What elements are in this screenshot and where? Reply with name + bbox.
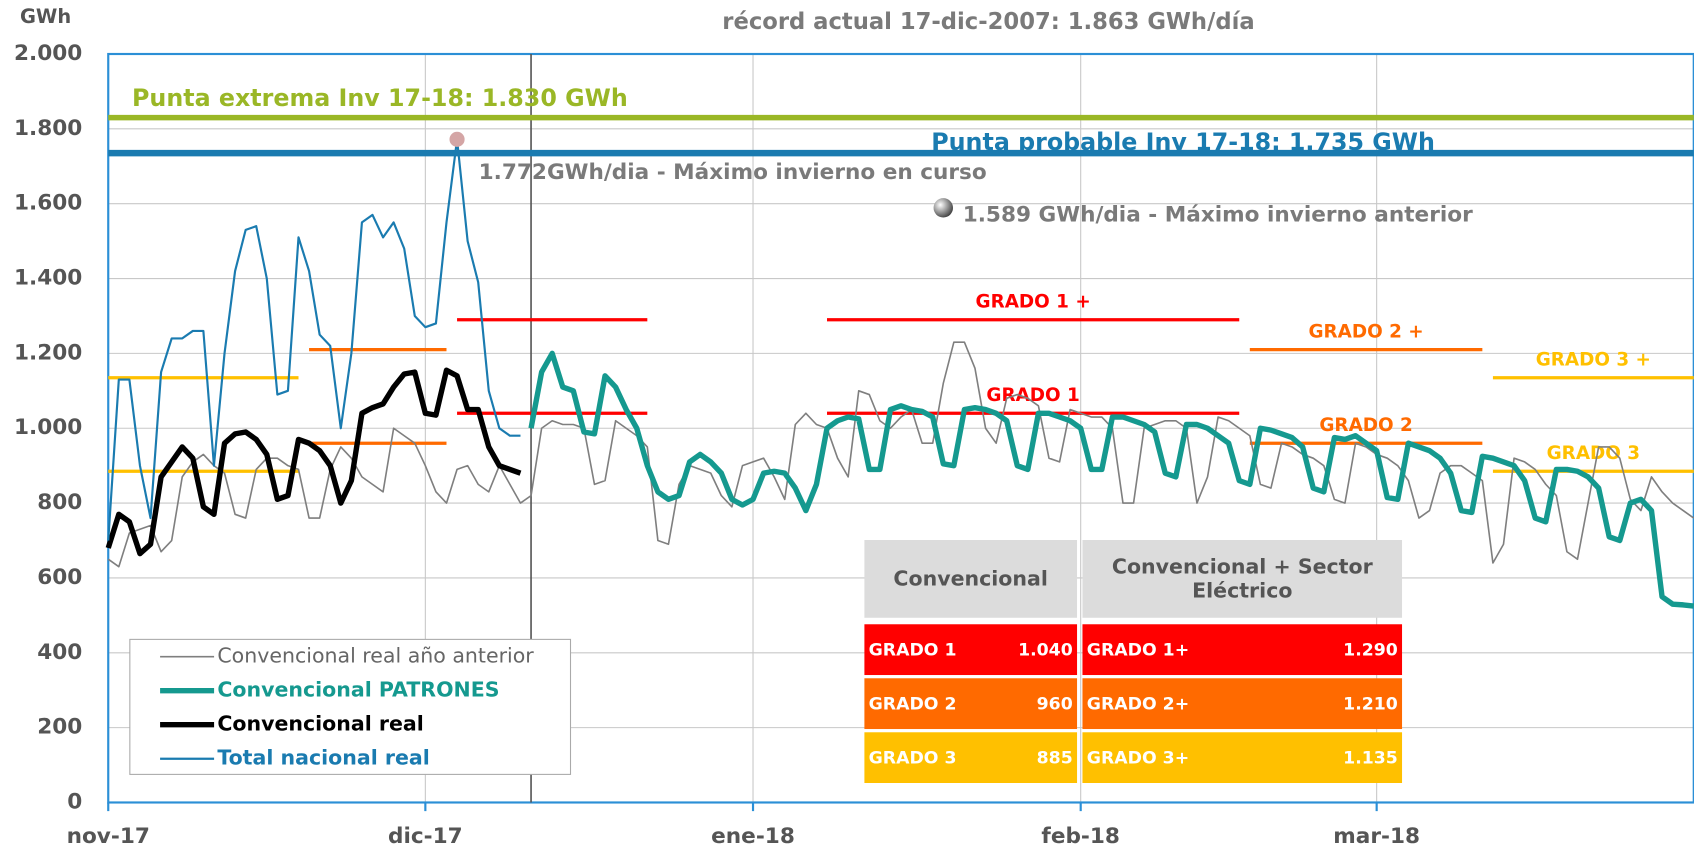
- legend-label: Total nacional real: [217, 746, 429, 770]
- table-header: Convencional: [864, 540, 1078, 618]
- grade-value: 885: [1036, 747, 1073, 768]
- grade-value: 1.290: [1343, 639, 1398, 660]
- x-tick-label: dic-17: [388, 824, 463, 849]
- threshold-label: GRADO 2 +: [1308, 321, 1423, 342]
- legend-label: Convencional real: [217, 712, 423, 736]
- marks: GRADO 1 + GRADO 1 GRADO 2 + GRADO 2 GRADO 3 …: [105, 54, 1694, 803]
- table-cell: GRADO 3 885: [864, 732, 1078, 784]
- table-grid: Convencional Convencional + Sector Eléct…: [864, 540, 1403, 784]
- x-tick-label: mar-18: [1333, 824, 1420, 849]
- legend-label: Convencional real año anterior: [217, 644, 534, 668]
- series-line: [528, 350, 1694, 609]
- y-tick-label: 400: [37, 640, 82, 665]
- grade-value: 1.210: [1343, 693, 1398, 714]
- legend-box: [129, 638, 572, 775]
- y-tick-label: 200: [37, 715, 82, 740]
- grade-label: GRADO 3+: [1086, 747, 1190, 768]
- annotation-marker: [933, 198, 954, 218]
- table-header: Convencional + Sector Eléctrico: [1082, 540, 1403, 618]
- reference-label: Punta probable Inv 17-18: 1.735 GWh: [931, 128, 1435, 156]
- y-tick-label: 800: [37, 490, 82, 515]
- table-cell: GRADO 1 1.040: [864, 624, 1078, 676]
- y-tick-label: 1.600: [14, 191, 82, 216]
- grade-value: 1.135: [1343, 747, 1398, 768]
- threshold-label: GRADO 3 +: [1536, 349, 1651, 370]
- x-tick-label: ene-18: [711, 824, 795, 849]
- annotation-text: 1.589 GWh/dia - Máximo invierno anterior: [963, 202, 1473, 227]
- series-line: [107, 138, 521, 541]
- reference-label: Punta extrema Inv 17-18: 1.830 GWh: [132, 84, 628, 112]
- x-tick-label: nov-17: [67, 824, 150, 849]
- grade-label: GRADO 2+: [1086, 693, 1190, 714]
- y-axis-label: GWh: [20, 5, 71, 28]
- y-tick-label: 2.000: [14, 41, 82, 66]
- grade-label: GRADO 2: [868, 693, 957, 714]
- subtitle: récord actual 17-dic-2007: 1.863 GWh/día: [722, 9, 1254, 35]
- threshold-label: GRADO 1: [986, 385, 1079, 406]
- legend-label: Convencional PATRONES: [217, 678, 499, 702]
- series-line: [107, 341, 1694, 568]
- y-tick-label: 1.200: [14, 340, 82, 365]
- table-cell: GRADO 1+ 1.290: [1082, 624, 1403, 676]
- table-cell: GRADO 2 960: [864, 678, 1078, 730]
- y-tick-label: 600: [37, 565, 82, 590]
- grade-value: 1.040: [1018, 639, 1073, 660]
- grade-value: 960: [1036, 693, 1073, 714]
- threshold-label: GRADO 1 +: [976, 291, 1091, 312]
- legend: Convencional real año anterior Convencion…: [160, 644, 534, 770]
- series-line: [105, 367, 522, 557]
- table-cell: GRADO 3+ 1.135: [1082, 732, 1403, 784]
- threshold-table: Convencional Convencional + Sector Eléct…: [864, 540, 1403, 784]
- x-tick-label: feb-18: [1041, 824, 1120, 849]
- y-tick-label: 1.000: [14, 415, 82, 440]
- annotation-text: 1.772GWh/dia - Máximo invierno en curso: [479, 160, 987, 185]
- threshold-label: GRADO 2: [1319, 415, 1412, 436]
- annotation-marker: [449, 131, 465, 147]
- threshold-label: GRADO 3: [1547, 443, 1640, 464]
- y-tick-label: 0: [67, 789, 82, 814]
- table-cell: GRADO 2+ 1.210: [1082, 678, 1403, 730]
- grade-label: GRADO 1+: [1086, 639, 1190, 660]
- grade-label: GRADO 1: [868, 639, 957, 660]
- y-tick-label: 1.800: [14, 116, 82, 141]
- y-tick-label: 1.400: [14, 266, 82, 291]
- grade-label: GRADO 3: [868, 747, 957, 768]
